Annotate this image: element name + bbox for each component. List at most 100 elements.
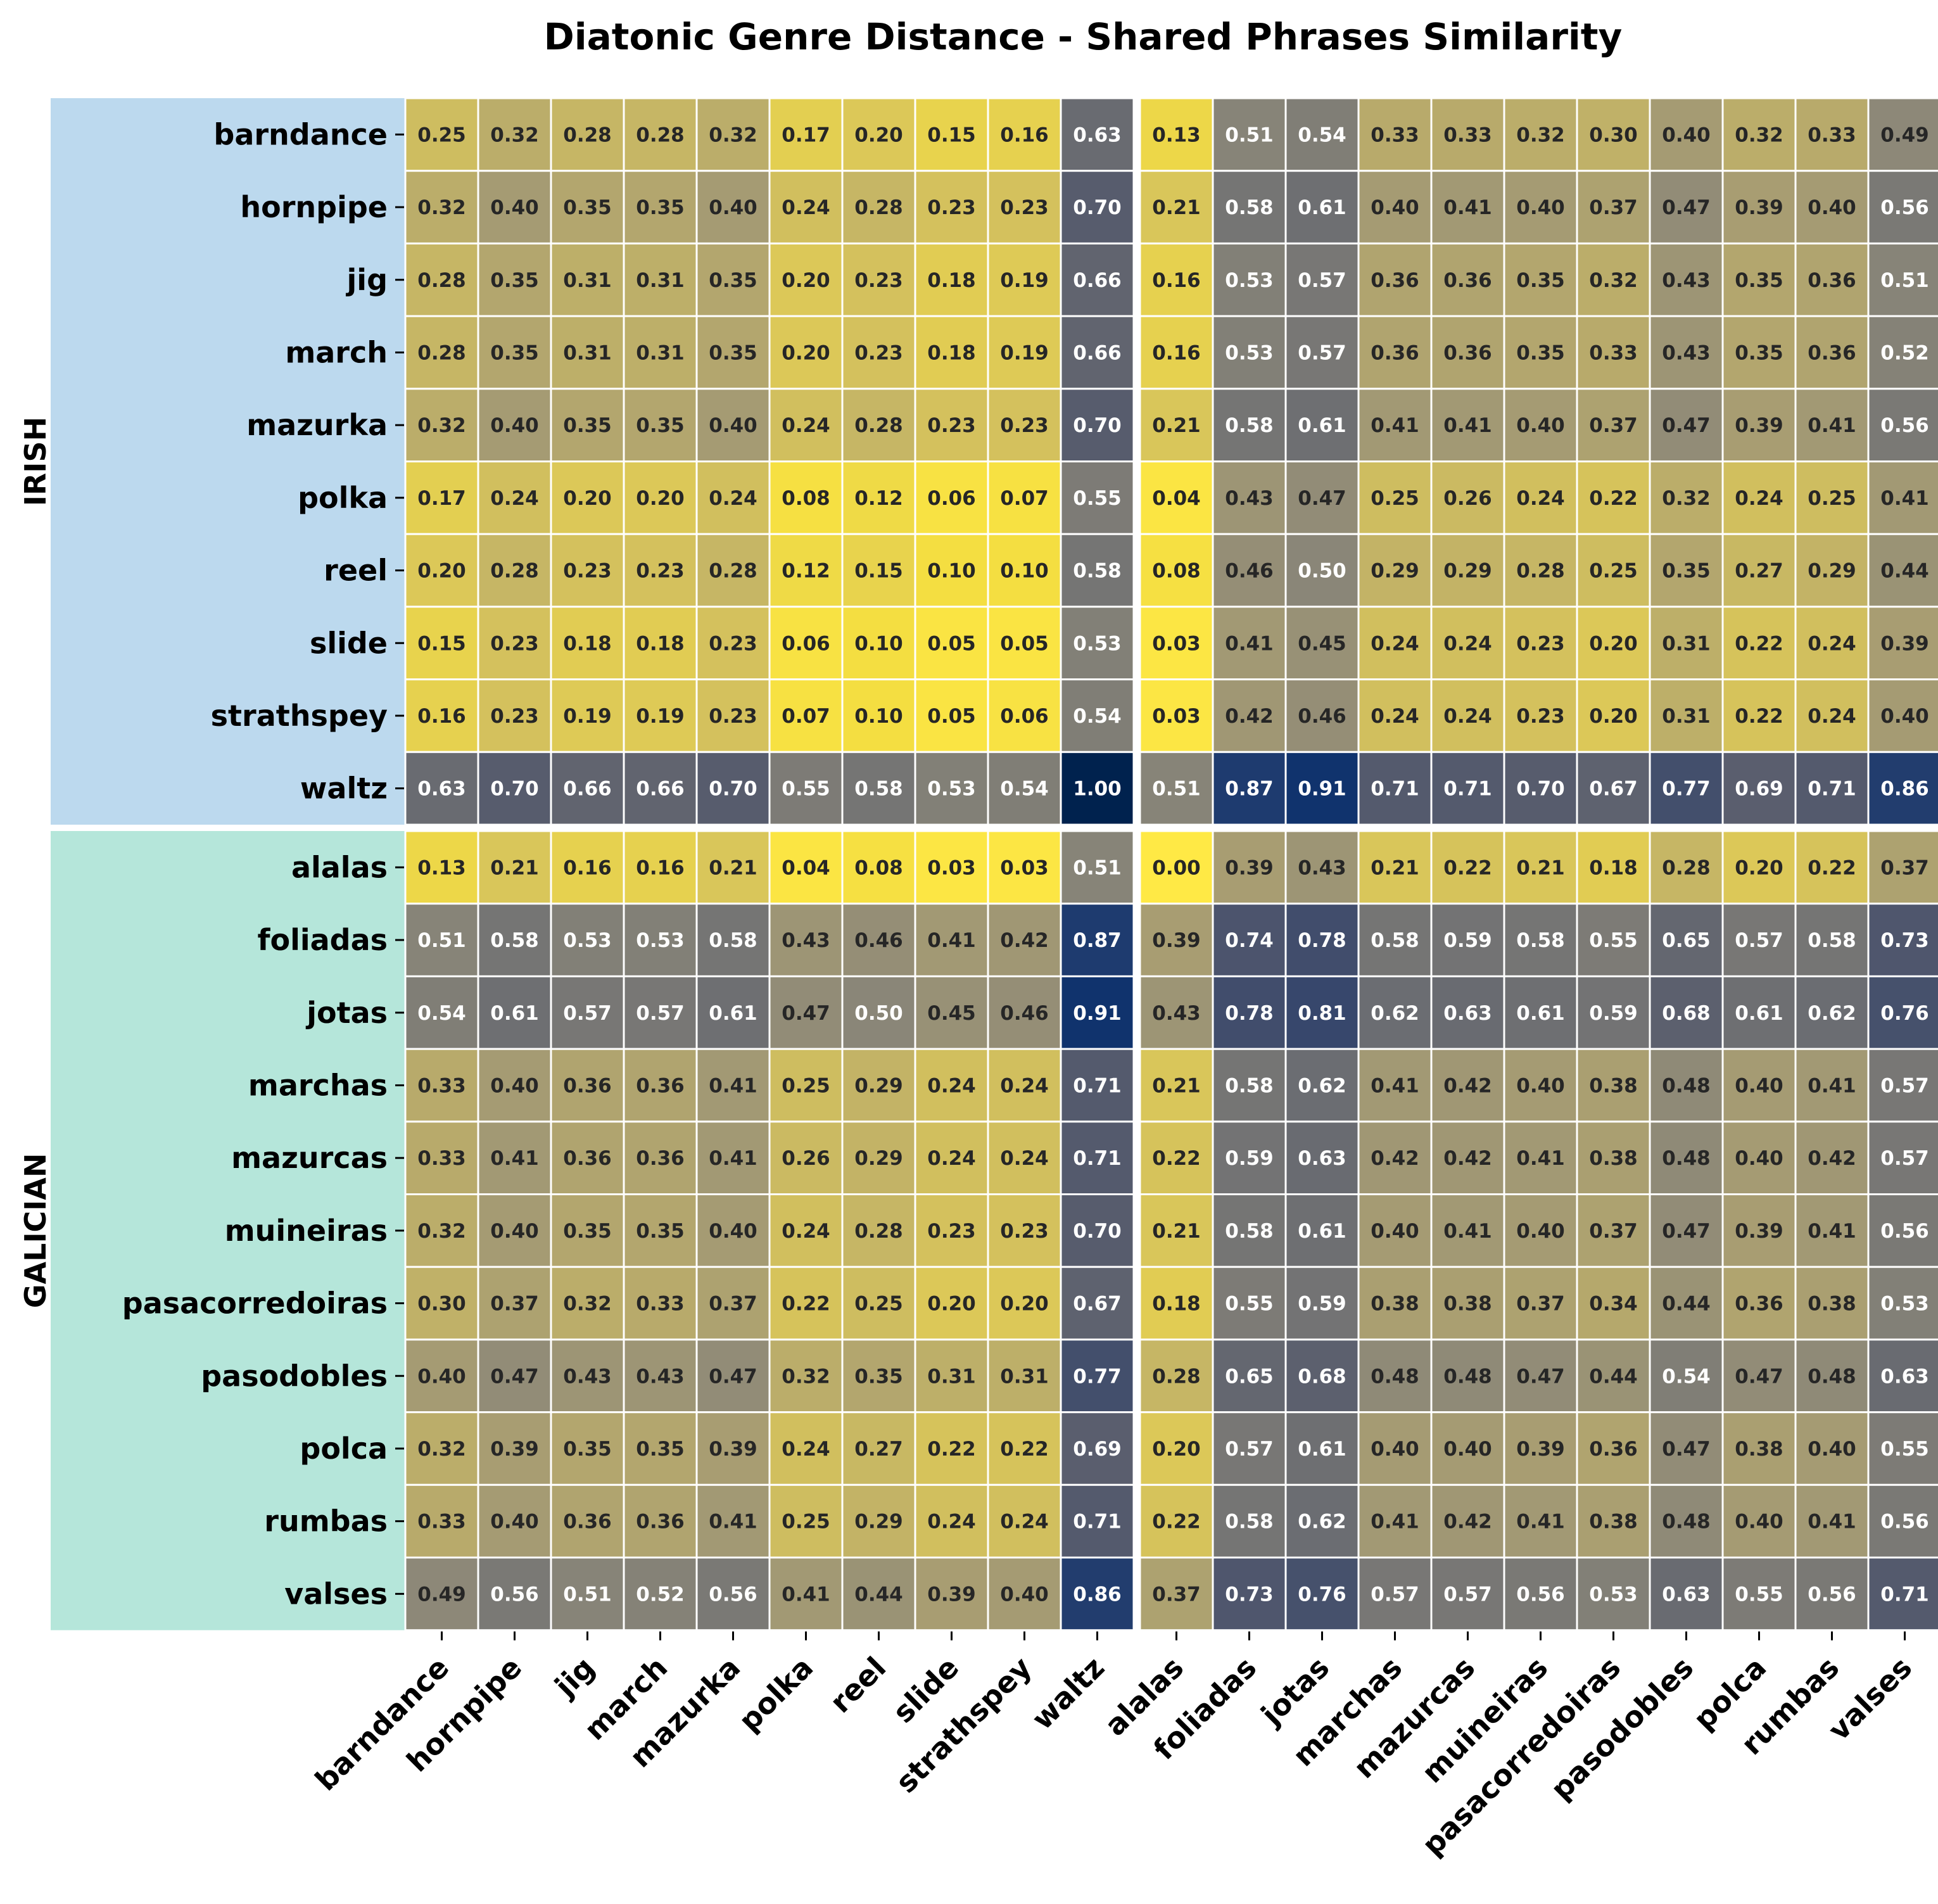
cell-value-label: 0.20	[854, 124, 903, 146]
cell-value-label: 0.16	[1152, 269, 1201, 292]
cell-value-label: 0.36	[636, 1074, 685, 1097]
cell-value-label: 0.31	[636, 269, 685, 292]
heatmap-cell	[623, 1483, 698, 1559]
cell-value-label: 0.66	[563, 778, 612, 801]
cell-value-label: 0.15	[417, 632, 466, 655]
cell-value-label: 0.24	[490, 487, 539, 510]
heatmap-cell	[987, 1338, 1062, 1414]
heatmap-cell	[695, 751, 771, 826]
heatmap-cell	[1794, 460, 1870, 535]
cell-value-label: 0.18	[1152, 1293, 1201, 1316]
heatmap-cell	[623, 533, 698, 608]
y-tick-label: muineiras	[225, 1214, 388, 1248]
heatmap-cell	[1794, 751, 1870, 826]
cell-value-label: 0.56	[1880, 196, 1929, 219]
heatmap-cell	[914, 1120, 989, 1196]
cell-value-label: 0.30	[1589, 124, 1638, 146]
heatmap-cell	[914, 242, 989, 317]
cell-value-label: 0.29	[854, 1074, 903, 1097]
heatmap-cell	[1576, 1338, 1651, 1414]
cell-value-label: 0.41	[1808, 1074, 1856, 1097]
cell-value-label: 0.25	[854, 1293, 903, 1316]
cell-value-label: 0.47	[1298, 487, 1346, 510]
cell-value-label: 0.25	[782, 1074, 830, 1097]
cell-value-label: 0.21	[1152, 196, 1201, 219]
cell-value-label: 0.23	[927, 414, 976, 437]
heatmap-cell	[914, 315, 989, 390]
cell-value-label: 0.35	[1516, 269, 1565, 292]
cell-value-label: 0.40	[1808, 196, 1856, 219]
cell-value-label: 0.03	[1152, 705, 1201, 728]
heatmap-cell	[477, 830, 552, 905]
cell-value-label: 0.58	[1225, 414, 1274, 437]
heatmap-cell	[1430, 1483, 1505, 1559]
heatmap-cell	[1721, 1048, 1797, 1123]
cell-value-label: 0.70	[709, 778, 757, 801]
cell-value-label: 0.51	[417, 929, 466, 952]
cell-value-label: 0.32	[490, 124, 539, 146]
heatmap-cell	[1649, 1193, 1724, 1268]
cell-value-label: 0.57	[1371, 1583, 1419, 1606]
heatmap-cell-labels: 0.25 0.32 0.28 0.28 0.32 0.17 0.20 0.15 0.16 0.63…	[417, 124, 1929, 1606]
heatmap-cell	[477, 1048, 552, 1123]
cell-value-label: 0.10	[927, 560, 976, 583]
heatmap-cell	[1284, 97, 1360, 172]
heatmap-cell	[914, 1048, 989, 1123]
heatmap-cell	[1649, 1556, 1724, 1632]
cell-value-label: 0.35	[636, 1438, 685, 1461]
cell-value-label: 0.50	[1298, 560, 1346, 583]
heatmap-cell	[1284, 315, 1360, 390]
cell-value-label: 0.46	[1225, 560, 1274, 583]
cell-value-label: 0.12	[782, 560, 830, 583]
cell-value-label: 0.56	[1880, 414, 1929, 437]
cell-value-label: 0.21	[1152, 1074, 1201, 1097]
cell-value-label: 0.49	[417, 1583, 466, 1606]
cell-value-label: 0.41	[1443, 196, 1492, 219]
cell-value-label: 0.36	[563, 1147, 612, 1170]
cell-value-label: 0.63	[1073, 124, 1122, 146]
heatmap-cell	[987, 533, 1062, 608]
cell-value-label: 0.76	[1298, 1583, 1346, 1606]
heatmap-cell	[477, 1193, 552, 1268]
cell-value-label: 0.52	[1880, 341, 1929, 364]
cell-value-label: 0.10	[1000, 560, 1049, 583]
cell-value-label: 0.10	[854, 632, 903, 655]
cell-value-label: 0.04	[1152, 487, 1201, 510]
cell-value-label: 0.24	[1808, 705, 1856, 728]
cell-value-label: 0.65	[1225, 1365, 1274, 1388]
heatmap-cell	[841, 97, 916, 172]
heatmap-cell	[1649, 1048, 1724, 1123]
cell-value-label: 0.41	[1808, 1220, 1856, 1243]
cell-value-label: 0.40	[709, 414, 757, 437]
heatmap-cell	[404, 242, 479, 317]
cell-value-label: 0.27	[854, 1438, 903, 1461]
cell-value-label: 0.22	[1443, 856, 1492, 879]
cell-value-label: 0.58	[1516, 929, 1565, 952]
y-tick-label: marchas	[248, 1068, 388, 1102]
y-tick-label: hornpipe	[240, 190, 388, 224]
cell-value-label: 0.67	[1589, 778, 1638, 801]
cell-value-label: 0.54	[1662, 1365, 1711, 1388]
heatmap-cell	[914, 1266, 989, 1341]
cell-value-label: 0.56	[490, 1583, 539, 1606]
cell-value-label: 0.16	[417, 705, 466, 728]
heatmap-cell	[1576, 97, 1651, 172]
cell-value-label: 0.28	[1516, 560, 1565, 583]
cell-value-label: 0.71	[1073, 1147, 1122, 1170]
cell-value-label: 0.35	[1735, 269, 1783, 292]
heatmap-cell	[550, 1120, 625, 1196]
y-tick-label: reel	[324, 554, 388, 588]
cell-value-label: 0.48	[1443, 1365, 1492, 1388]
cell-value-label: 0.61	[1516, 1002, 1565, 1025]
cell-value-label: 0.53	[1073, 632, 1122, 655]
cell-value-label: 0.23	[563, 560, 612, 583]
cell-value-label: 0.36	[1371, 269, 1419, 292]
cell-value-label: 0.23	[709, 705, 757, 728]
cell-value-label: 0.53	[636, 929, 685, 952]
cell-value-label: 0.40	[1516, 1074, 1565, 1097]
cell-value-label: 0.44	[1589, 1365, 1638, 1388]
cell-value-label: 0.03	[927, 856, 976, 879]
cell-value-label: 0.54	[1298, 124, 1346, 146]
cell-value-label: 0.42	[1808, 1147, 1856, 1170]
cell-value-label: 0.15	[927, 124, 976, 146]
